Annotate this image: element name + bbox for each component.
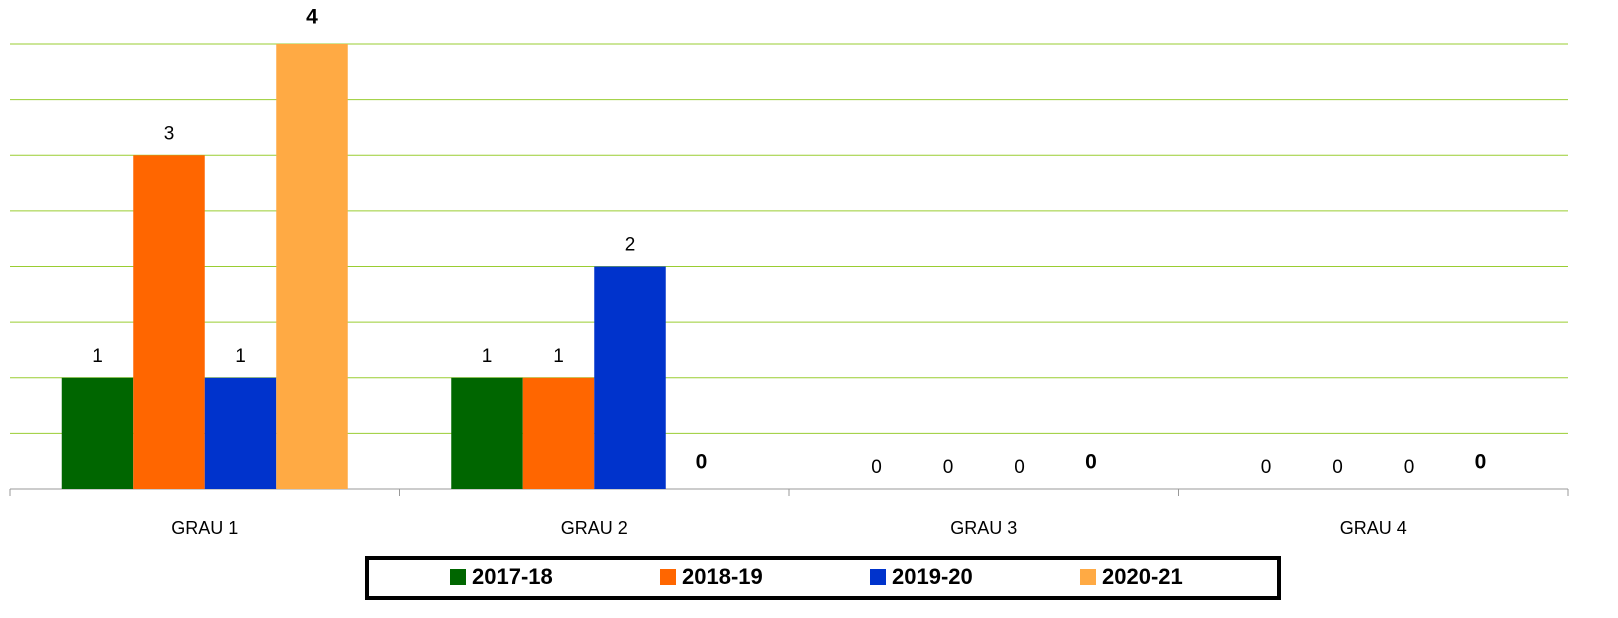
bar xyxy=(276,44,348,489)
value-label: 4 xyxy=(306,6,318,29)
value-label: 0 xyxy=(871,457,882,478)
x-tick-label: GRAU 4 xyxy=(1340,518,1407,538)
bar xyxy=(594,266,666,489)
legend-label: 2018-19 xyxy=(682,564,763,589)
value-label: 0 xyxy=(1085,451,1097,474)
x-tick-label: GRAU 2 xyxy=(561,518,628,538)
value-label: 1 xyxy=(553,346,564,367)
bar xyxy=(61,377,134,489)
value-label: 0 xyxy=(1475,451,1487,474)
value-label: 1 xyxy=(482,346,493,367)
value-label: 3 xyxy=(164,123,175,144)
value-label: 0 xyxy=(1404,457,1415,478)
legend-swatch xyxy=(1080,569,1096,585)
value-label: 0 xyxy=(1332,457,1343,478)
value-label: 2 xyxy=(625,235,636,256)
bar xyxy=(204,377,277,489)
legend-box xyxy=(365,556,1281,600)
bar xyxy=(133,155,205,489)
x-tick-label: GRAU 1 xyxy=(171,518,238,538)
legend-label: 2019-20 xyxy=(892,564,973,589)
legend-label: 2017-18 xyxy=(472,564,553,589)
legend-swatch xyxy=(450,569,466,585)
value-label: 1 xyxy=(235,346,246,367)
value-label: 0 xyxy=(943,457,954,478)
bar xyxy=(522,377,595,489)
value-label: 0 xyxy=(696,451,708,474)
legend-swatch xyxy=(660,569,676,585)
value-label: 1 xyxy=(92,346,103,367)
value-label: 0 xyxy=(1014,457,1025,478)
legend-label: 2020-21 xyxy=(1102,564,1183,589)
legend-swatch xyxy=(870,569,886,585)
value-label: 0 xyxy=(1261,457,1272,478)
x-tick-label: GRAU 3 xyxy=(950,518,1017,538)
bar xyxy=(451,377,523,489)
